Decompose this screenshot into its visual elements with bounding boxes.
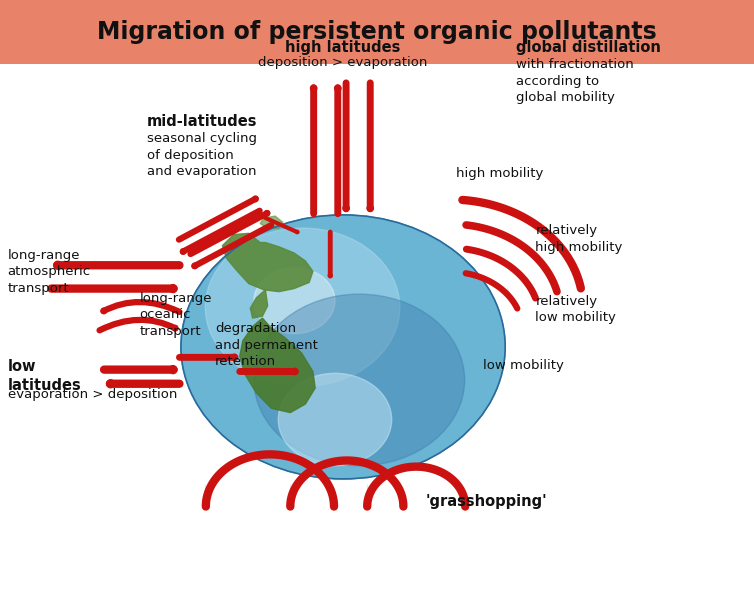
Circle shape [308, 317, 363, 362]
Text: degradation
and permanent
retention: degradation and permanent retention [215, 322, 317, 368]
Polygon shape [222, 233, 313, 292]
Text: high latitudes: high latitudes [285, 40, 401, 55]
Circle shape [232, 256, 448, 432]
Polygon shape [250, 290, 268, 318]
Text: low mobility: low mobility [483, 359, 563, 372]
Text: Migration of persistent organic pollutants: Migration of persistent organic pollutan… [97, 20, 657, 44]
Circle shape [196, 227, 488, 465]
Circle shape [253, 273, 425, 413]
Circle shape [186, 219, 499, 474]
Text: evaporation > deposition: evaporation > deposition [8, 388, 177, 401]
Circle shape [268, 285, 409, 399]
Text: deposition > evaporation: deposition > evaporation [259, 56, 428, 69]
Circle shape [181, 215, 505, 479]
Circle shape [181, 215, 505, 479]
Circle shape [299, 309, 374, 371]
Circle shape [278, 373, 392, 465]
Text: high mobility: high mobility [456, 167, 544, 180]
Circle shape [258, 276, 420, 408]
Circle shape [216, 244, 465, 446]
Text: 'grasshopping': 'grasshopping' [426, 494, 547, 509]
Text: relatively
low mobility: relatively low mobility [535, 295, 616, 324]
Circle shape [201, 231, 483, 460]
Text: low
latitudes: low latitudes [8, 359, 81, 394]
Circle shape [284, 297, 391, 385]
Text: relatively
high mobility: relatively high mobility [535, 224, 623, 254]
Circle shape [278, 293, 397, 390]
Circle shape [205, 228, 400, 387]
Circle shape [273, 289, 403, 394]
Circle shape [212, 239, 471, 451]
Circle shape [314, 322, 357, 357]
Circle shape [304, 314, 369, 367]
Text: global distillation: global distillation [516, 40, 661, 55]
Circle shape [227, 252, 454, 437]
Circle shape [207, 235, 477, 456]
Circle shape [238, 260, 443, 427]
Polygon shape [260, 216, 283, 228]
Circle shape [319, 326, 351, 352]
Text: mid-latitudes: mid-latitudes [147, 114, 258, 128]
Circle shape [329, 334, 340, 343]
Circle shape [254, 268, 335, 334]
Circle shape [324, 330, 345, 348]
Circle shape [192, 223, 494, 470]
Circle shape [247, 268, 431, 418]
Circle shape [288, 301, 385, 381]
Polygon shape [240, 318, 315, 413]
Text: long-range
oceanic
transport: long-range oceanic transport [139, 292, 212, 338]
Circle shape [293, 305, 380, 376]
Circle shape [262, 281, 414, 404]
Circle shape [254, 294, 464, 466]
FancyBboxPatch shape [0, 0, 754, 64]
Text: seasonal cycling
of deposition
and evaporation: seasonal cycling of deposition and evapo… [147, 132, 257, 178]
Text: with fractionation
according to
global mobility: with fractionation according to global m… [516, 58, 634, 104]
Text: long-range
atmospheric
transport: long-range atmospheric transport [8, 249, 90, 295]
Circle shape [242, 264, 437, 422]
Circle shape [222, 248, 460, 441]
